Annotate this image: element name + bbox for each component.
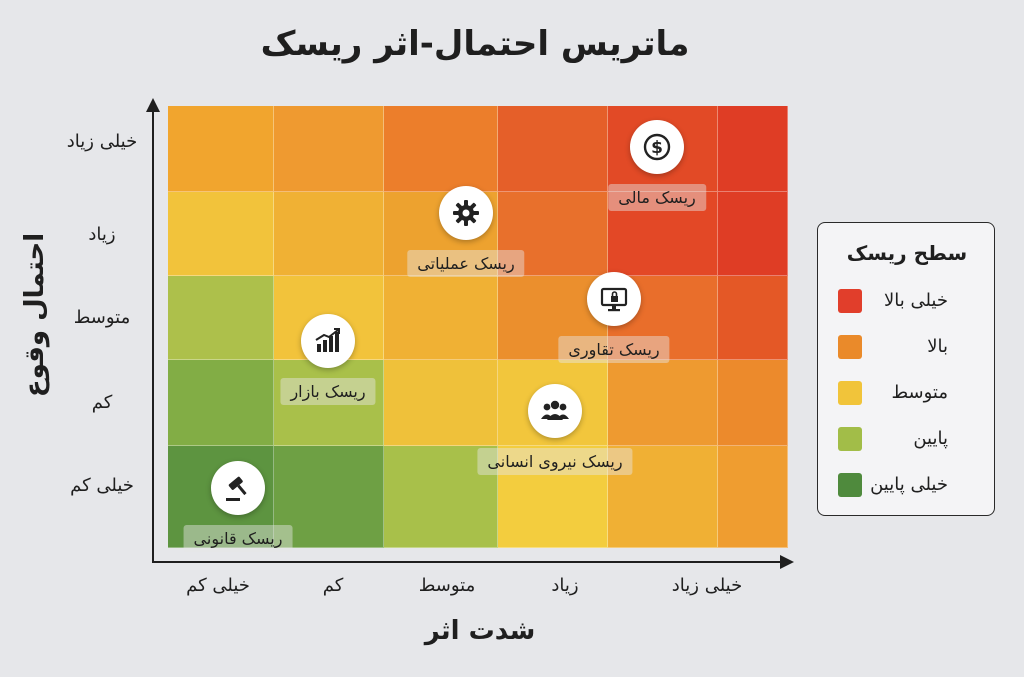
x-tick-very-high: خیلی زیاد: [671, 575, 743, 596]
y-axis-label: احتمال وقوع: [20, 232, 50, 398]
risk-matrix-grid: [168, 106, 788, 548]
svg-text:$: $: [651, 138, 663, 158]
matrix-cell: [718, 276, 788, 360]
legend-label: خیلی پایین: [870, 474, 948, 495]
matrix-cell: [168, 276, 274, 360]
matrix-cell: [718, 192, 788, 276]
risk-legal[interactable]: ریسک قانونی: [158, 461, 318, 581]
monitor-lock-icon: [587, 272, 641, 326]
legend-item-medium: متوسط: [838, 380, 978, 406]
x-tick-low: کم: [322, 575, 344, 596]
x-tick-medium: متوسط: [418, 575, 476, 596]
matrix-cell: [718, 106, 788, 192]
risk-label: ریسک تقاوری: [558, 336, 670, 363]
matrix-cell: [168, 360, 274, 446]
matrix-cell: [384, 106, 498, 192]
legend-label: پایین: [913, 428, 948, 449]
matrix-cell: [168, 106, 274, 192]
y-axis-line: [152, 108, 154, 563]
risk-technology[interactable]: ریسک تقاوری: [534, 272, 694, 392]
y-tick-high: زیاد: [88, 224, 116, 245]
matrix-cell: [608, 446, 718, 548]
matrix-cell: [384, 360, 498, 446]
matrix-cell: [718, 446, 788, 548]
x-axis-label: شدت اثر: [424, 616, 536, 646]
risk-label: ریسک نیروی انسانی: [477, 448, 633, 475]
matrix-cell: [498, 192, 608, 276]
legend-swatch: [838, 381, 862, 405]
legend-swatch: [838, 473, 862, 497]
matrix-cell: [608, 360, 718, 446]
risk-financial[interactable]: $ ریسک مالی: [577, 120, 737, 240]
matrix-cell: [274, 106, 384, 192]
x-axis-arrow-icon: [780, 555, 794, 569]
dollar-coin-icon: $: [630, 120, 684, 174]
risk-human-resources[interactable]: ریسک نیروی انسانی: [475, 384, 635, 504]
page-title: ماتریس احتمال-اثر ریسک: [260, 24, 690, 64]
risk-label: ریسک عملیاتی: [407, 250, 525, 277]
legend-label: متوسط: [891, 382, 948, 403]
matrix-cell: [274, 446, 384, 548]
matrix-cell: [718, 360, 788, 446]
x-tick-high: زیاد: [551, 575, 579, 596]
matrix-cell: [274, 360, 384, 446]
bar-chart-icon: [301, 314, 355, 368]
risk-label: ریسک مالی: [608, 184, 706, 211]
legend-label: خیلی بالا: [883, 290, 948, 311]
y-tick-medium: متوسط: [73, 307, 131, 328]
people-icon: [528, 384, 582, 438]
gavel-icon: [211, 461, 265, 515]
legend-title: سطح ریسک: [846, 241, 968, 265]
matrix-cell: [384, 276, 498, 360]
risk-level-legend: سطح ریسک خیلی بالا بالا متوسط پایین خیلی…: [817, 222, 995, 516]
gear-icon: [439, 186, 493, 240]
legend-swatch: [838, 427, 862, 451]
y-tick-low: کم: [91, 392, 113, 413]
legend-item-high: بالا: [838, 334, 978, 360]
matrix-cell: [168, 192, 274, 276]
legend-label: بالا: [927, 336, 948, 357]
matrix-cell: [498, 446, 608, 548]
risk-market[interactable]: ریسک بازار: [248, 314, 408, 434]
x-tick-very-low: خیلی کم: [186, 575, 250, 596]
matrix-cell: [608, 192, 718, 276]
x-axis-line: [152, 561, 782, 563]
legend-item-very-high: خیلی بالا: [838, 288, 978, 314]
y-tick-very-low: خیلی کم: [70, 475, 134, 496]
legend-swatch: [838, 289, 862, 313]
matrix-cell: [274, 192, 384, 276]
legend-swatch: [838, 335, 862, 359]
legend-item-low: پایین: [838, 426, 978, 452]
y-tick-very-high: خیلی زیاد: [66, 131, 138, 152]
risk-label: ریسک بازار: [280, 378, 376, 405]
legend-item-very-low: خیلی پایین: [838, 472, 978, 498]
risk-operational[interactable]: ریسک عملیاتی: [386, 186, 546, 306]
matrix-cell: [498, 106, 608, 192]
y-axis-arrow-icon: [146, 98, 160, 112]
matrix-cell: [384, 446, 498, 548]
risk-label: ریسک قانونی: [183, 525, 293, 552]
